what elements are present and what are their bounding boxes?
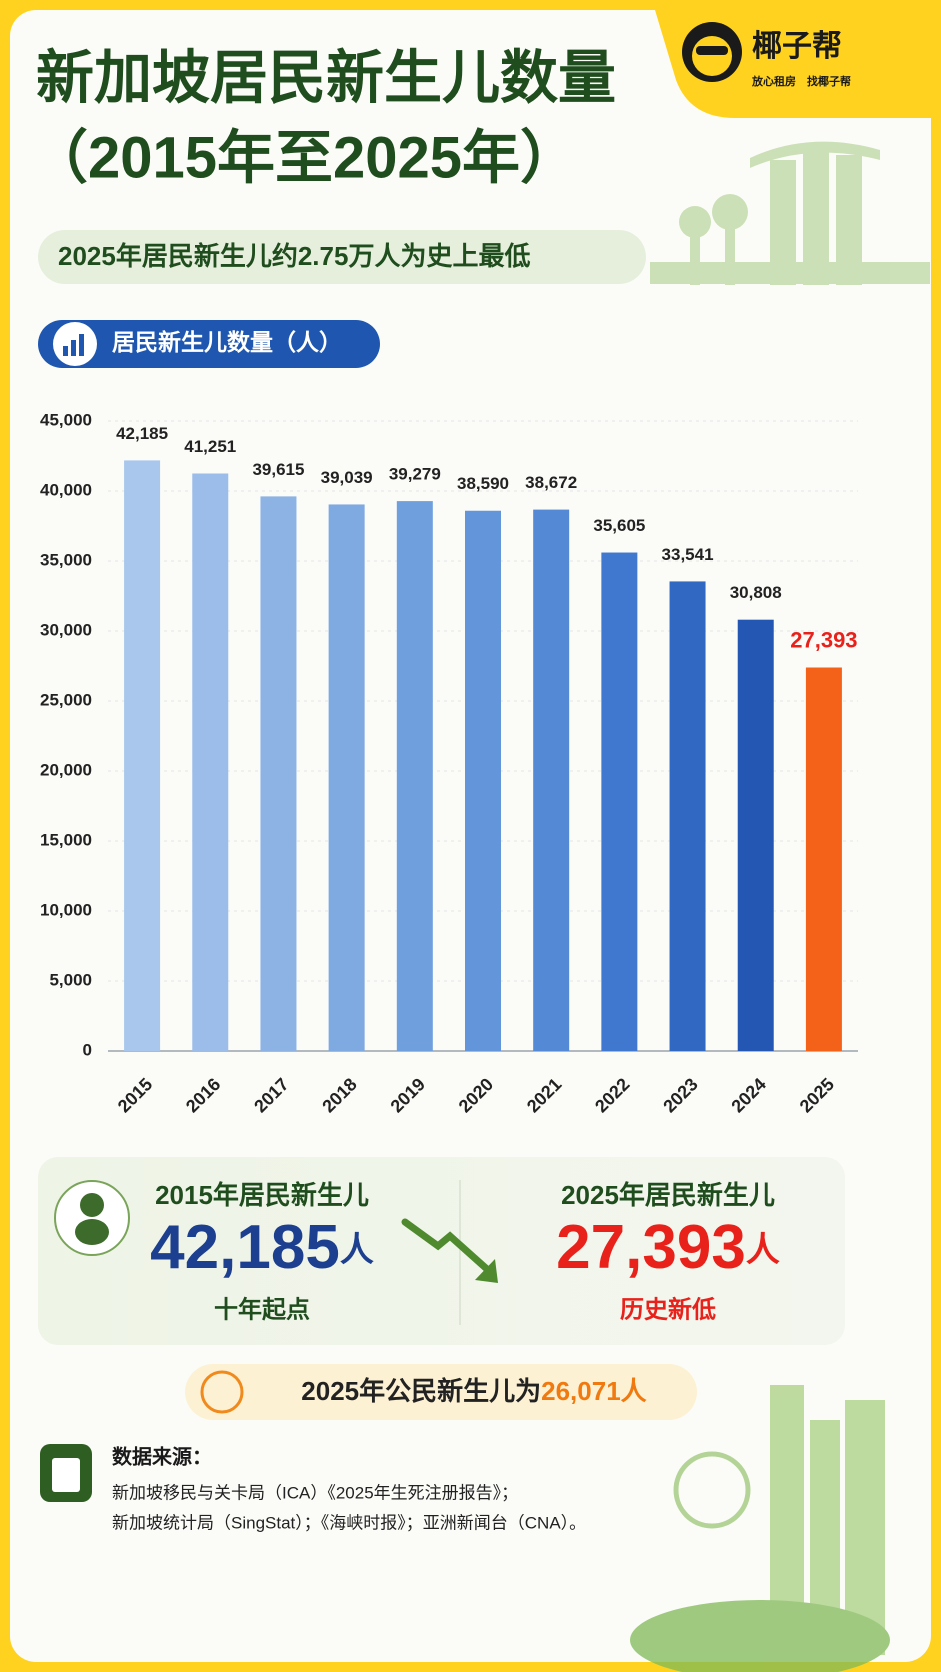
citizen-label: 2025年公民新生儿为 [301,1376,541,1406]
subtitle-pill [38,230,646,284]
compare-number: 42,185人 [150,1213,374,1282]
compare-caption: 历史新低 [620,1295,716,1323]
arrow-head [475,1259,498,1283]
bar-chart: 0 5,000 10,000 15,000 20,000 25,000 30,000 35,0… [40,410,858,1117]
value-label: 38,590 [457,474,509,493]
title: 新加坡居民新生儿数量 [36,45,616,110]
y-tick-label: 45,000 [40,410,92,429]
y-tick-label: 10,000 [40,900,92,919]
title: （2015年至2025年） [30,125,578,190]
comparison-card [38,1157,845,1345]
bar [328,504,365,1052]
value-label: 39,039 [321,468,373,487]
logo-face [692,36,732,76]
bar [737,619,774,1051]
y-tick-label: 20,000 [40,760,92,779]
bar [124,460,161,1051]
compare-title: 2015年居民新生儿 [155,1180,369,1210]
citizen-unit: 人 [621,1376,647,1406]
skyline-top [650,141,930,285]
chart-icon-bars [63,334,84,356]
value-label: 42,185 [116,424,168,443]
tagline: 放心租房 找椰子帮 [751,74,851,88]
y-tick-label: 5,000 [49,970,92,989]
value-label: 35,605 [593,516,645,535]
chart-label-pill [38,320,380,368]
bar [805,667,842,1051]
bar [260,496,297,1051]
unit: 人 [340,1231,374,1269]
compare-caption: 十年起点 [214,1295,310,1323]
value-label: 41,251 [184,437,236,456]
logo-glasses [696,46,728,55]
number: 27,393 [556,1213,746,1282]
bar [533,509,570,1051]
source-line: 新加坡移民与关卡局（ICA）《2025年生死注册报告》； [112,1483,518,1502]
bar [465,510,501,1051]
citizen-icon [200,1370,244,1414]
value-label: 33,541 [662,545,714,564]
y-tick-label: 15,000 [40,830,92,849]
citizen-pill [185,1364,697,1420]
brand: 椰子帮 [752,30,842,63]
y-tick-label: 25,000 [40,690,92,709]
unit: 人 [746,1231,780,1269]
bar [192,473,229,1052]
citizen-text: 2025年公民新生儿为26,071人 [301,1376,646,1406]
source-line: 新加坡统计局（SingStat）；《海峡时报》；亚洲新闻台（CNA）。 [112,1513,586,1532]
value-label: 39,615 [252,460,304,479]
value-label: 38,672 [525,473,577,492]
chart-label: 居民新生儿数量（人） [112,329,342,355]
bar [669,581,706,1051]
y-tick-label: 40,000 [40,480,92,499]
subtitle: 2025年居民新生儿约2.75万人为史上最低 [58,241,530,271]
bar [601,552,638,1051]
citizen-number: 26,071 [541,1376,621,1406]
baby-icon-body [75,1219,109,1245]
down-arrow [401,1218,492,1274]
compare-title: 2025年居民新生儿 [561,1180,775,1210]
compare-number: 27,393人 [556,1213,780,1282]
number: 42,185 [150,1213,340,1282]
y-tick-label: 0 [83,1040,92,1059]
bar [396,501,433,1051]
source-heading: 数据来源： [112,1444,212,1468]
value-label: 39,279 [389,465,441,484]
y-tick-label: 35,000 [40,550,92,569]
baby-icon [54,1180,130,1256]
baby-icon-head [80,1193,104,1217]
skyline-bottom [630,1385,890,1672]
value-label: 27,393 [790,627,857,652]
source-icon-doc [52,1458,80,1492]
y-tick-label: 30,000 [40,620,92,639]
value-label: 30,808 [730,583,782,602]
